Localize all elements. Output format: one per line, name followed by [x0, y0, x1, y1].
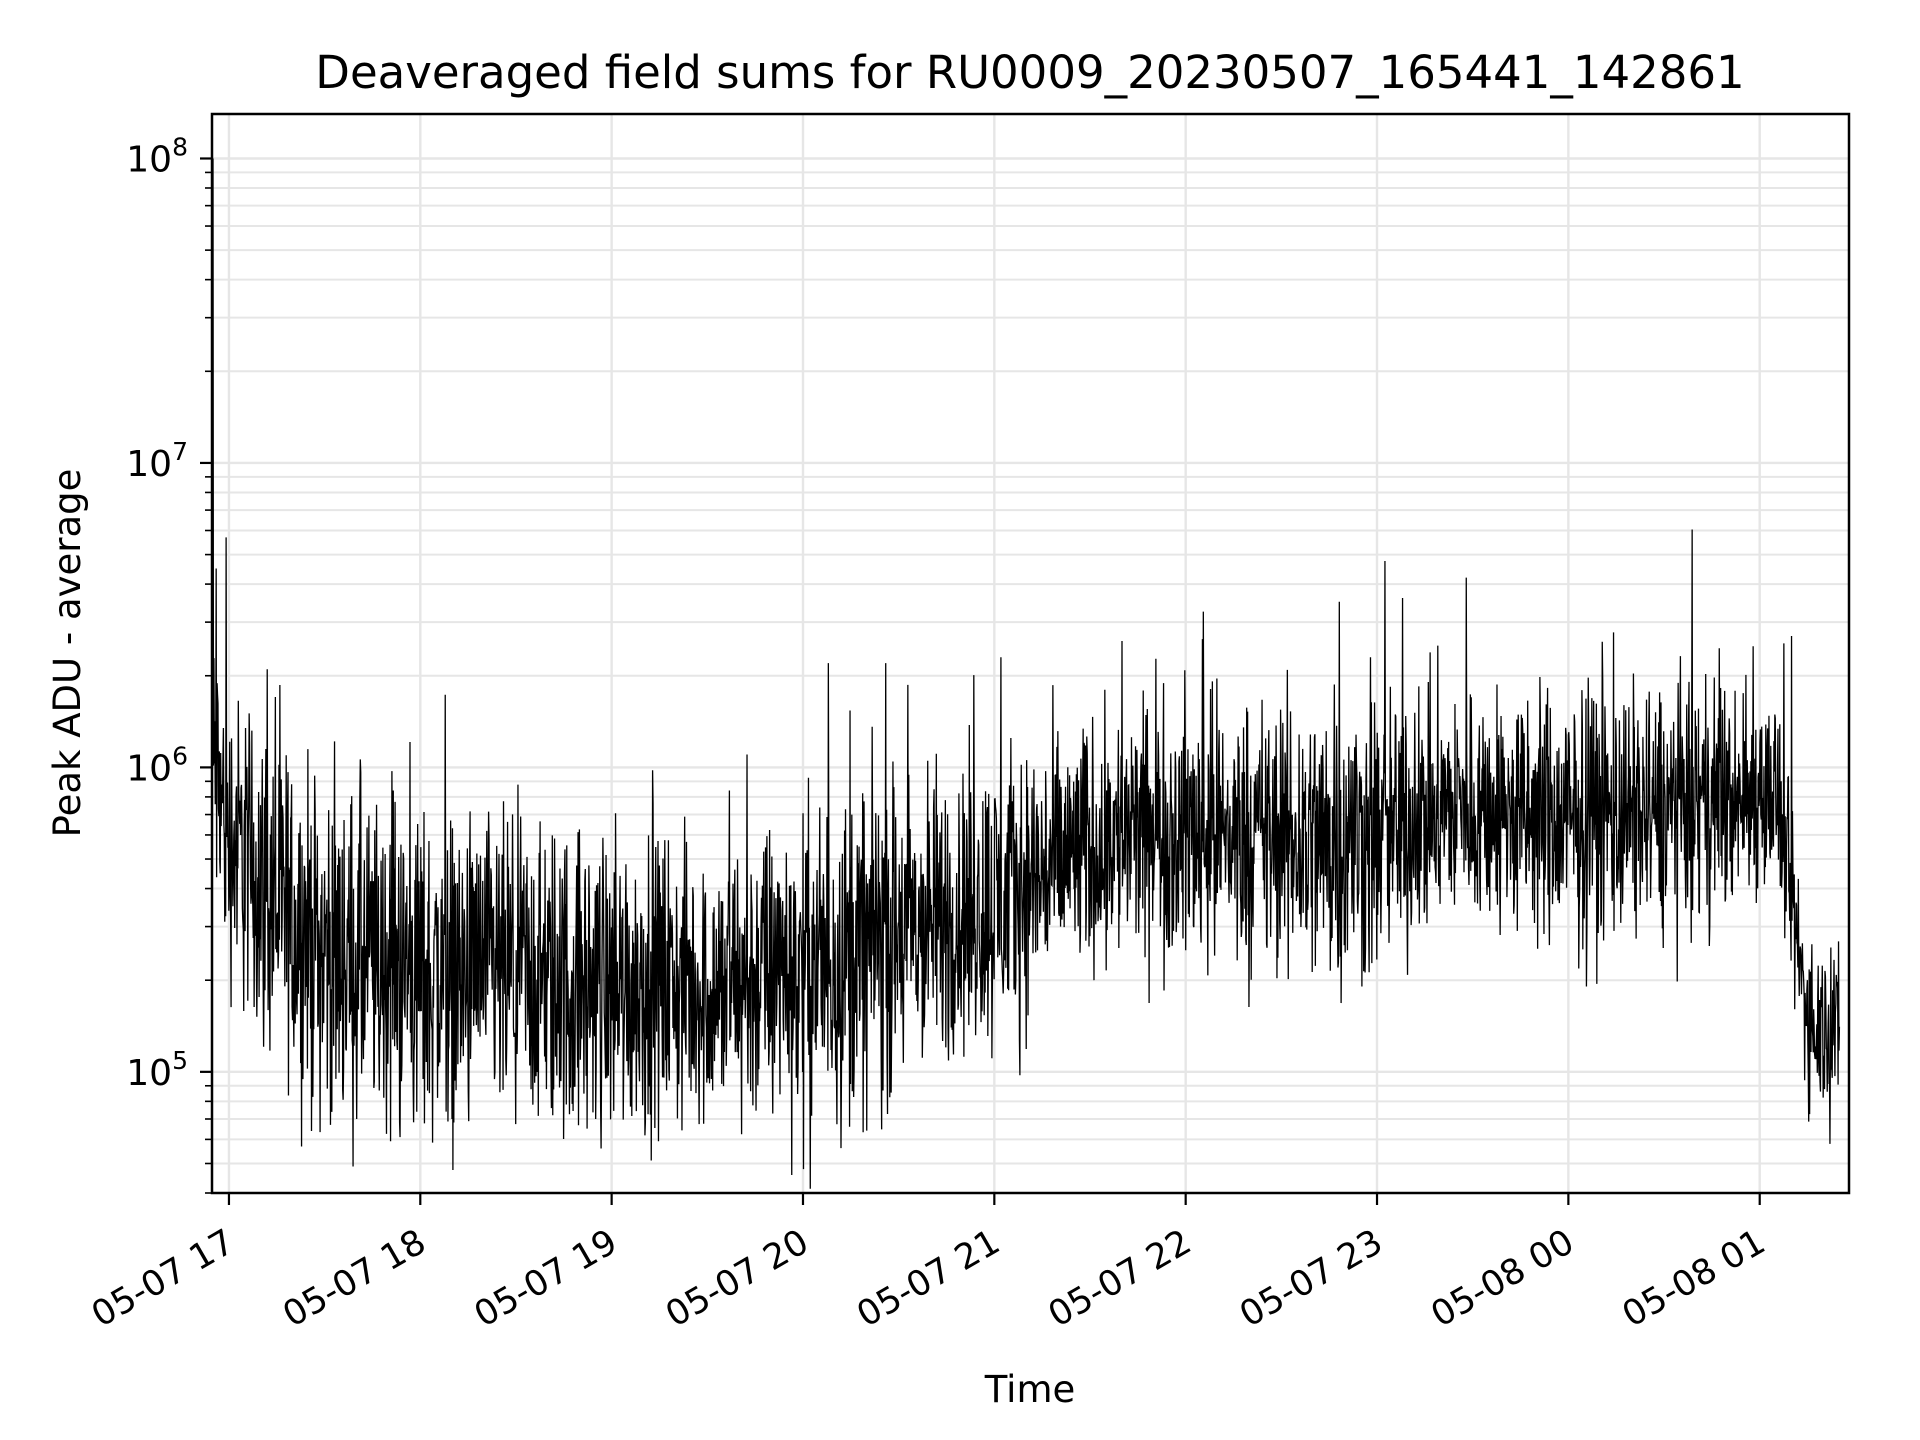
y-axis-label: Peak ADU - average	[46, 469, 89, 838]
x-axis-label: Time	[984, 1368, 1076, 1411]
y-tick-label: 105	[126, 1046, 188, 1094]
series-layer	[212, 158, 1841, 1189]
y-tick-label: 108	[126, 132, 188, 180]
ticks	[200, 157, 1761, 1205]
series-line	[212, 158, 1841, 1189]
chart-title: Deaveraged field sums for RU0009_2023050…	[315, 46, 1744, 99]
plot-frame	[210, 112, 1851, 1195]
y-tick-labels: 105 106 107 108	[126, 132, 188, 1093]
y-tick-label: 106	[126, 741, 188, 789]
y-tick-label: 107	[126, 437, 188, 485]
